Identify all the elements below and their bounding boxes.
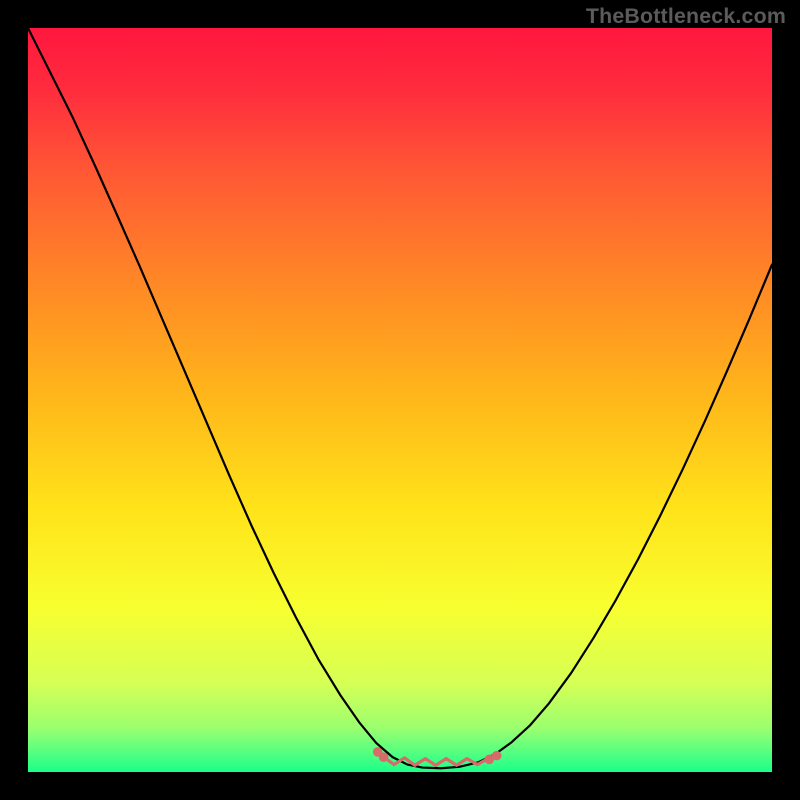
bottleneck-chart: TheBottleneck.com <box>0 0 800 800</box>
trough-dot <box>379 752 389 762</box>
chart-svg <box>0 0 800 800</box>
trough-dot <box>492 751 502 761</box>
plot-background <box>28 28 772 772</box>
